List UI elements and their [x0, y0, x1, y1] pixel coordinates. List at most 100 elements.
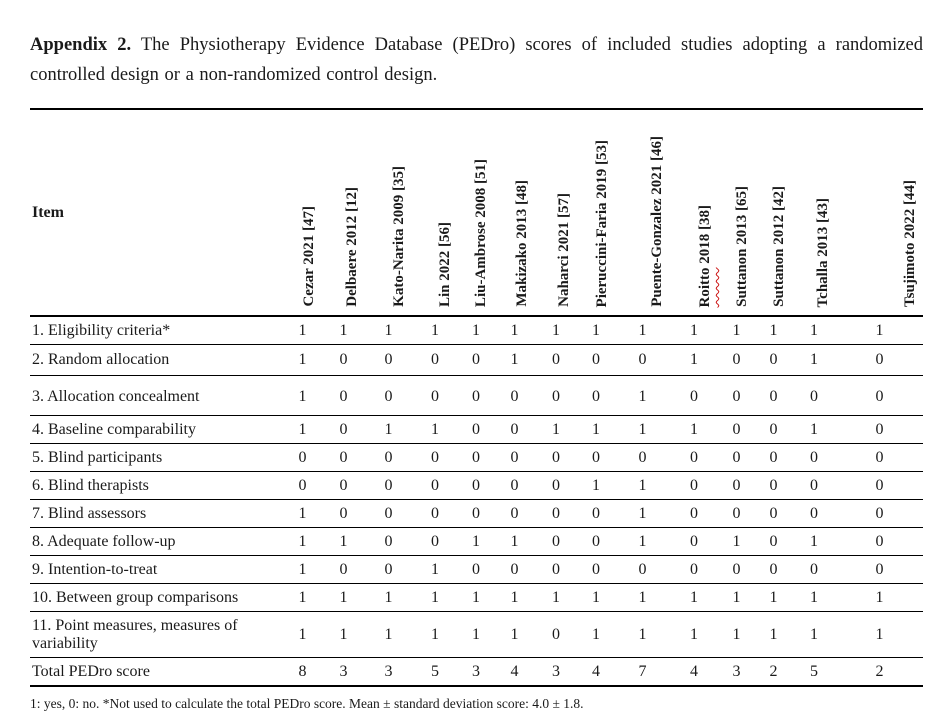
- total-score-cell: 3: [322, 657, 365, 687]
- score-cell: 0: [322, 344, 365, 376]
- score-cell: 0: [670, 527, 718, 556]
- score-cell: 0: [412, 443, 458, 472]
- study-header-label: Suttanon 2012 [42]: [771, 186, 787, 307]
- score-cell: 1: [615, 583, 670, 612]
- score-cell: 0: [494, 375, 535, 416]
- score-cell: 0: [577, 555, 615, 584]
- score-cell: 1: [792, 316, 836, 345]
- study-header-label: Liu-Ambrose 2008 [51]: [473, 158, 489, 307]
- score-cell: 0: [283, 471, 322, 500]
- score-cell: 1: [458, 583, 494, 612]
- score-cell: 0: [494, 443, 535, 472]
- score-cell: 0: [365, 527, 412, 556]
- study-column-header: Makizako 2013 [48]: [494, 108, 535, 317]
- score-cell: 0: [458, 499, 494, 528]
- score-cell: 1: [458, 316, 494, 345]
- row-item-label: 10. Between group comparisons: [30, 583, 283, 612]
- row-item-label: 2. Random allocation: [30, 344, 283, 376]
- score-cell: 0: [535, 375, 577, 416]
- score-cell: 0: [283, 443, 322, 472]
- row-item-label: 3. Allocation concealment: [30, 375, 283, 416]
- score-cell: 0: [755, 375, 792, 416]
- table-row: 4. Baseline comparability 1 0 1 1 0 0 1 1 1 1 0 0 1 0: [30, 415, 923, 444]
- score-cell: 0: [792, 471, 836, 500]
- score-cell: 1: [494, 583, 535, 612]
- total-score-cell: 3: [365, 657, 412, 687]
- row-item-label: 9. Intention-to-treat: [30, 555, 283, 584]
- score-cell: 1: [792, 611, 836, 658]
- table-row: 5. Blind participants 0 0 0 0 0 0 0 0 0 0 0 0 0 0: [30, 443, 923, 472]
- score-cell: 1: [494, 611, 535, 658]
- study-header-label: Suttanon 2013 [65]: [734, 186, 750, 307]
- score-cell: 0: [577, 527, 615, 556]
- score-cell: 0: [322, 555, 365, 584]
- pedro-scores-table: Item Cezar 2021 [47] Delbaere 2012 [12] Ka…: [30, 108, 923, 687]
- score-cell: 0: [458, 415, 494, 444]
- score-cell: 0: [365, 499, 412, 528]
- study-header-label: Delbaere 2012 [12]: [344, 187, 360, 307]
- total-score-cell: 5: [792, 657, 836, 687]
- score-cell: 0: [792, 375, 836, 416]
- table-row: 11. Point measures, measures of variabil…: [30, 611, 923, 658]
- score-cell: 1: [792, 415, 836, 444]
- score-cell: 1: [755, 611, 792, 658]
- table-row: 2. Random allocation 1 0 0 0 0 1 0 0 0 1 0 0 1 0: [30, 344, 923, 376]
- study-column-header: Naharci 2021 [57]: [535, 108, 577, 317]
- score-cell: 0: [365, 344, 412, 376]
- row-item-label: Total PEDro score: [30, 657, 283, 687]
- study-header-label: Puente-Gonzalez 2021 [46]: [649, 136, 665, 307]
- score-cell: 0: [718, 499, 755, 528]
- score-cell: 0: [718, 344, 755, 376]
- score-cell: 1: [792, 527, 836, 556]
- total-score-cell: 5: [412, 657, 458, 687]
- total-score-cell: 3: [535, 657, 577, 687]
- score-cell: 1: [322, 527, 365, 556]
- score-cell: 0: [836, 415, 923, 444]
- score-cell: 1: [577, 415, 615, 444]
- score-cell: 1: [322, 316, 365, 345]
- score-cell: 1: [535, 415, 577, 444]
- score-cell: 0: [670, 375, 718, 416]
- score-cell: 1: [365, 415, 412, 444]
- score-cell: 1: [670, 415, 718, 444]
- score-cell: 1: [670, 344, 718, 376]
- score-cell: 0: [577, 344, 615, 376]
- table-row: 3. Allocation concealment 1 0 0 0 0 0 0 0 1 0 0 0 0 0: [30, 375, 923, 416]
- score-cell: 0: [755, 443, 792, 472]
- score-cell: 1: [283, 375, 322, 416]
- score-cell: 0: [412, 499, 458, 528]
- score-cell: 0: [836, 443, 923, 472]
- score-cell: 0: [718, 443, 755, 472]
- score-cell: 0: [670, 499, 718, 528]
- row-item-label: 8. Adequate follow-up: [30, 527, 283, 556]
- score-cell: 0: [412, 375, 458, 416]
- score-cell: 1: [836, 583, 923, 612]
- study-header-label: Naharci 2021 [57]: [556, 193, 572, 307]
- score-cell: 0: [615, 555, 670, 584]
- score-cell: 0: [494, 555, 535, 584]
- score-cell: 0: [670, 443, 718, 472]
- score-cell: 1: [718, 611, 755, 658]
- score-cell: 1: [615, 471, 670, 500]
- row-item-label: 5. Blind participants: [30, 443, 283, 472]
- study-column-header: Lin 2022 [56]: [412, 108, 458, 317]
- table-row: 1. Eligibility criteria* 1 1 1 1 1 1 1 1 1 1 1 1 1 1: [30, 316, 923, 345]
- header-row: Item Cezar 2021 [47] Delbaere 2012 [12] Ka…: [30, 108, 923, 317]
- score-cell: 1: [615, 611, 670, 658]
- row-item-label: 1. Eligibility criteria*: [30, 316, 283, 345]
- total-score-cell: 4: [670, 657, 718, 687]
- score-cell: 1: [412, 415, 458, 444]
- score-cell: 0: [755, 344, 792, 376]
- score-cell: 0: [458, 375, 494, 416]
- study-header-label: Cezar 2021 [47]: [301, 206, 317, 307]
- score-cell: 1: [836, 316, 923, 345]
- score-cell: 1: [792, 344, 836, 376]
- total-score-cell: 4: [494, 657, 535, 687]
- score-cell: 0: [615, 344, 670, 376]
- row-item-label: 11. Point measures, measures of variabil…: [30, 611, 283, 658]
- study-column-header: Suttanon 2012 [42]: [755, 108, 792, 317]
- score-cell: 1: [494, 316, 535, 345]
- score-cell: 1: [283, 415, 322, 444]
- score-cell: 0: [836, 471, 923, 500]
